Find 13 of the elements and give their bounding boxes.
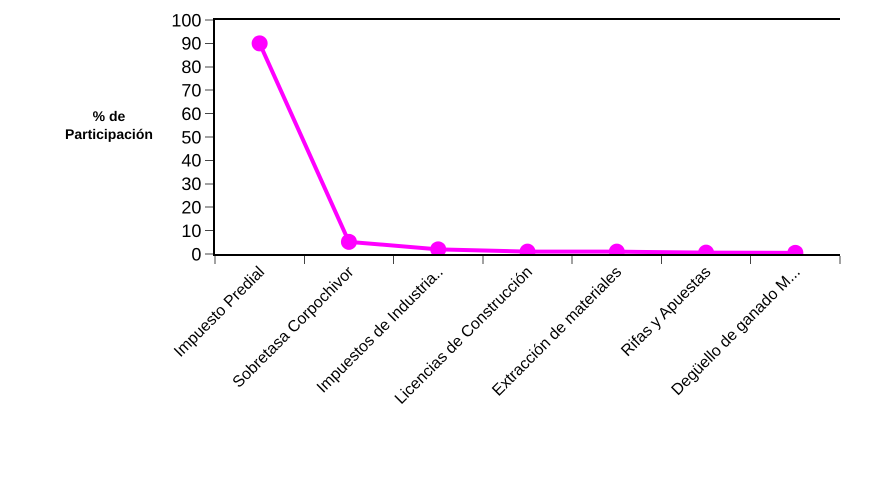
y-tick-label: 50 [181, 127, 202, 148]
y-tick-label: 10 [181, 220, 202, 241]
y-axis-title: % de Participación [65, 108, 153, 142]
point [252, 35, 268, 52]
y-tick-label: 80 [181, 57, 202, 78]
y-tick-label: 60 [181, 104, 202, 124]
y-tick-label: 0 [191, 244, 202, 264]
y-tick-label: 20 [181, 198, 202, 218]
y-tick-label: 40 [181, 150, 202, 171]
y-tick-label: 90 [181, 34, 202, 54]
y-tick-label: 70 [181, 80, 202, 100]
y-tick-label: 100 [171, 10, 202, 30]
y-tick-label: 30 [181, 174, 202, 194]
